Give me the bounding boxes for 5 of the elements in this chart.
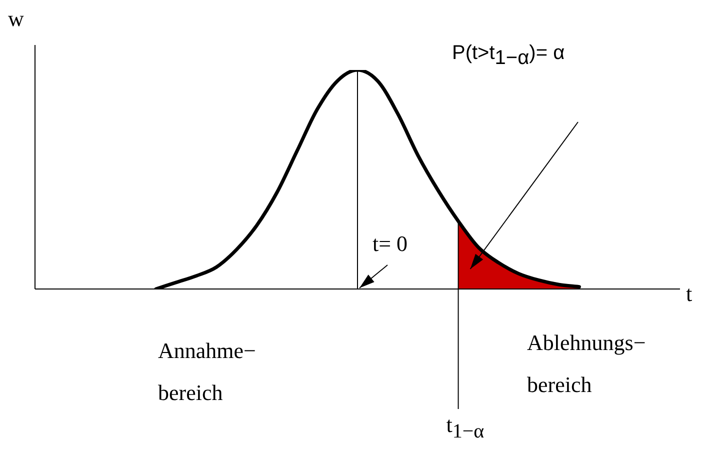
text: Ablehnungs− bereich xyxy=(527,329,646,399)
x-axis-title: t xyxy=(686,281,692,308)
y-axis-title: w xyxy=(8,6,24,32)
text: Annahme− bereich xyxy=(158,337,256,407)
annotation: t= 0 xyxy=(372,231,408,258)
